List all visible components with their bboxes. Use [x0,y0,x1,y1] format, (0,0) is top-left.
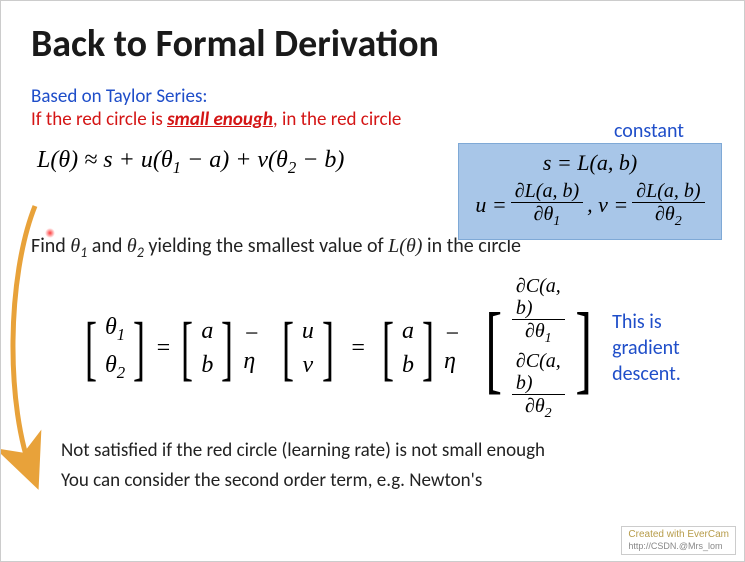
theta-vector: [ θ1 θ2 ] [79,315,151,382]
ab-vector-2: [ a b ] [376,316,440,381]
find-t2s: 2 [137,244,144,261]
approx-s2: 2 [288,158,296,177]
bottom-l2: You can consider the second order term, … [61,466,714,496]
approx-lhs: L(θ) ≈ s + u(θ [37,147,173,173]
wm-l1: Created with EverCam [628,529,729,541]
gradient-vector: [ ∂C(a, b) ∂θ1 ∂C(a, b) ∂θ2 ] [477,275,601,422]
c-num2: ∂C(a, b) [512,350,565,395]
bottom-notes: Not satisfied if the red circle (learnin… [61,436,714,497]
find-t1: θ [70,235,80,257]
approx-mid: − a) + v(θ [181,147,288,173]
v-den-base: ∂θ [655,203,675,225]
definitions-box: s = L(a, b) u = ∂L(a, b) ∂θ1 , v = ∂L(a,… [458,143,722,240]
v-den-sub: 2 [675,214,682,229]
u-lhs: u = [475,192,506,218]
find-and: and [87,234,127,258]
approx-s1: 1 [173,158,181,177]
constant-label: constant [614,119,684,143]
bottom-l1: Not satisfied if the red circle (learnin… [61,436,714,466]
s-equation: s = L(a, b) [467,150,713,176]
u-den-sub: 1 [553,214,560,229]
m-a2: a [402,319,414,343]
find-L: L(θ) [388,235,422,257]
u-den: ∂θ1 [530,203,565,229]
approx-rhs: − b) [296,147,344,173]
intro-emph: small enough [167,108,273,131]
m-a: a [201,319,213,343]
m-b2: b [402,353,414,377]
u-den-base: ∂θ [534,203,554,225]
gd-l2: descent. [612,362,681,386]
v-frac: ∂L(a, b) ∂θ2 [632,180,704,229]
m-th2: θ [105,352,117,378]
v-den: ∂θ2 [651,203,686,229]
c-den2s: 2 [545,406,552,421]
intro-post: , in the red circle [273,108,401,131]
minus-eta-1: − η [243,321,272,375]
m-v: v [303,353,314,377]
eq1: = [155,335,171,362]
ab-vector: [ a b ] [175,316,239,381]
watermark: Created with EverCam http://CSDN.@Mrs_lo… [621,526,736,555]
m-th1s: 1 [117,324,125,343]
c-den1s: 1 [545,331,552,346]
uv-equations: u = ∂L(a, b) ∂θ1 , v = ∂L(a, b) ∂θ2 [467,180,713,229]
v-num: ∂L(a, b) [632,180,704,203]
uv-vector: [ u v ] [276,316,340,381]
minus-eta-2: − η [444,321,473,375]
gradient-update-equation: [ θ1 θ2 ] = [ a b ] − η [ u v ] = [79,275,714,422]
find-mid: yielding the smallest value of [144,234,388,258]
c-den2: ∂θ [525,395,545,417]
m-b: b [201,353,213,377]
c-den1: ∂θ [525,320,545,342]
m-u: u [302,319,314,343]
m-th1: θ [105,314,117,340]
u-num: ∂L(a, b) [511,180,583,203]
intro-line-1: Based on Taylor Series: [31,85,714,108]
intro-pre: If the red circle is [31,108,167,131]
intro-line-2: If the red circle is small enough, in th… [31,108,714,131]
m-th2s: 2 [117,363,125,382]
c-num1: ∂C(a, b) [512,275,565,320]
wm-l2: http://CSDN.@Mrs_lom [628,541,729,552]
gradient-descent-label: This is gradient descent. [612,309,714,387]
u-frac: ∂L(a, b) ∂θ1 [511,180,583,229]
find-t2: θ [127,235,137,257]
laser-pointer-icon [45,228,55,238]
slide-title: Back to Formal Derivation [31,21,714,67]
comma-v: , v = [587,192,628,218]
eq2: = [350,335,366,362]
gd-l1: This is gradient [612,310,680,360]
